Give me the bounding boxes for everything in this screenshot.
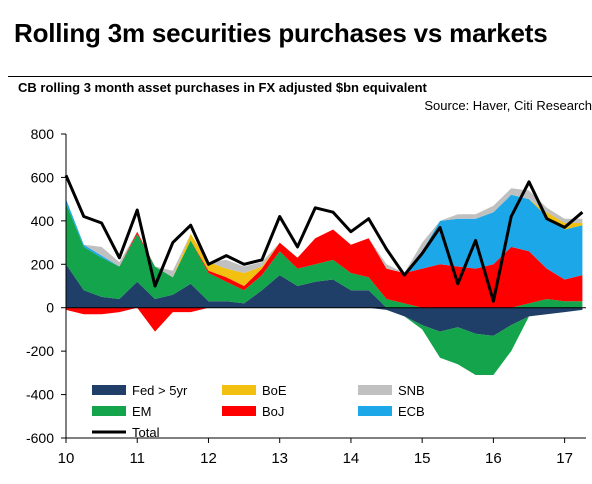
area-snb-pos	[66, 188, 583, 278]
legend-swatch-em	[92, 406, 126, 416]
area-fed-pos	[66, 264, 583, 308]
source-note: Source: Haver, Citi Research	[424, 98, 592, 113]
legend-label-boj: BoJ	[262, 404, 284, 419]
area-em-pos	[66, 203, 583, 308]
legend-swatch-ecb	[358, 406, 392, 416]
legend-label-boe: BoE	[262, 383, 287, 398]
x-tick-label: 10	[58, 450, 75, 467]
y-tick-label: -200	[26, 343, 54, 359]
x-tick-label: 15	[414, 450, 431, 467]
legend-swatch-snb	[358, 385, 392, 395]
stacked-areas	[66, 188, 583, 375]
chart-subtitle: CB rolling 3 month asset purchases in FX…	[18, 80, 427, 95]
y-tick-label: 400	[31, 213, 55, 229]
legend-label-em: EM	[132, 404, 152, 419]
x-tick-label: 16	[485, 450, 502, 467]
area-em-neg	[66, 307, 583, 375]
y-tick-label: 200	[31, 256, 55, 272]
area-fed-neg	[66, 307, 583, 336]
y-tick-label: -600	[26, 430, 54, 446]
chart-title: Rolling 3m securities purchases vs marke…	[14, 18, 548, 48]
legend-swatch-fed	[92, 385, 126, 395]
legend-label-ecb: ECB	[398, 404, 425, 419]
area-ecb-pos	[66, 194, 583, 286]
total-line	[64, 174, 584, 303]
x-tick-label: 12	[200, 450, 217, 467]
total-series	[64, 174, 584, 303]
x-tick-label: 11	[129, 450, 145, 467]
title-divider	[8, 76, 592, 77]
legend-swatch-boj	[222, 406, 256, 416]
y-tick-label: 800	[31, 126, 55, 142]
y-tick-label: -400	[26, 387, 54, 403]
legend: Fed > 5yr BoE SNB EM BoJ ECB Total	[92, 383, 425, 440]
x-tick-label: 17	[556, 450, 573, 467]
legend-label-total: Total	[132, 425, 160, 440]
legend-swatch-boe	[222, 385, 256, 395]
x-tick-label: 14	[343, 450, 360, 467]
legend-label-snb: SNB	[398, 383, 425, 398]
y-tick-label: 0	[46, 300, 54, 316]
x-tick-label: 13	[271, 450, 288, 467]
legend-label-fed: Fed > 5yr	[132, 383, 188, 398]
y-tick-label: 600	[31, 169, 55, 185]
area-boj-pos	[66, 203, 583, 308]
